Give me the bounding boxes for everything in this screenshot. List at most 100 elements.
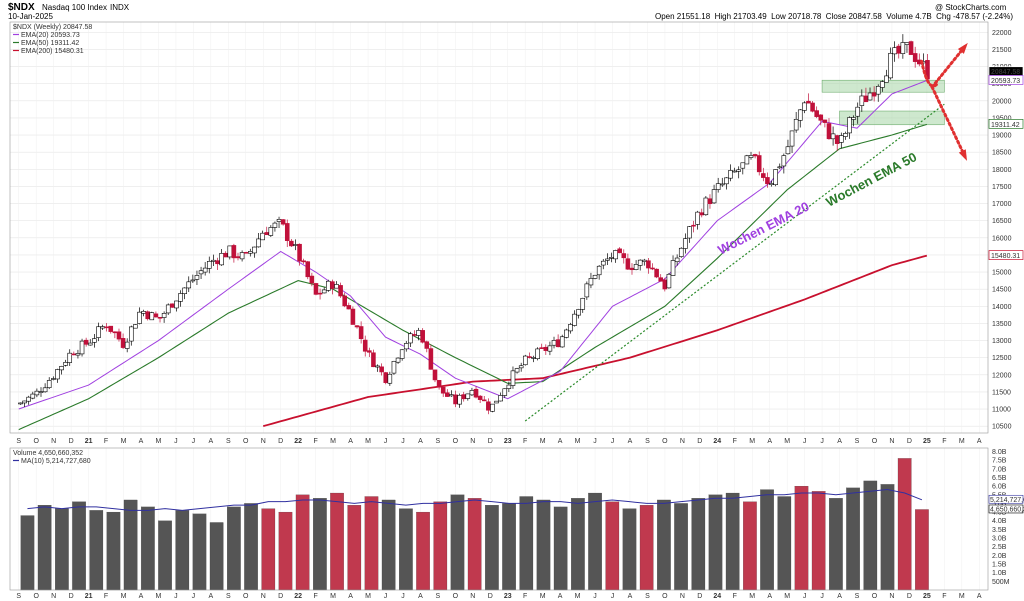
candle-body (839, 135, 844, 143)
candle-body (912, 53, 918, 62)
candle-body (194, 275, 200, 280)
volume-bar (381, 499, 396, 591)
x-tick-label-vol: A (628, 593, 633, 600)
candle-body (26, 396, 31, 402)
x-tick-label-vol: M (575, 593, 581, 600)
x-tick-label: D (907, 438, 912, 445)
candle-body (198, 270, 204, 275)
volume-bar (244, 503, 258, 591)
candle-body (765, 177, 770, 185)
x-tick-label-vol: 21 (85, 593, 93, 600)
x-tick-label-vol: A (139, 593, 144, 600)
x-tick-label: A (977, 438, 982, 445)
x-tick-label-vol: N (51, 593, 56, 600)
candle-body (699, 212, 705, 216)
candle-body (161, 313, 167, 318)
price-tick-label: 19000 (992, 133, 1012, 140)
volume-tick-label: 1.5B (992, 562, 1007, 569)
candle-body (781, 155, 787, 167)
x-tick-label-vol: A (418, 593, 423, 600)
candle-body (900, 42, 906, 54)
dip-arrow (920, 59, 939, 88)
x-tick-label: F (942, 438, 946, 445)
ohlc-readout: Open 21551.18 High 21703.49 Low 20718.78… (655, 12, 1014, 21)
x-tick-label: N (470, 438, 475, 445)
price-tick-label: 17000 (992, 201, 1012, 208)
x-tick-label-vol: N (470, 593, 475, 600)
x-tick-label: A (348, 438, 353, 445)
candle-body (773, 169, 778, 186)
price-tick-label: 10500 (992, 424, 1012, 431)
candle-body (884, 75, 889, 83)
candle-body (568, 324, 573, 332)
candle-body (379, 366, 384, 373)
volume-tick-label: 2.5B (992, 544, 1007, 551)
x-tick-label-vol: S (855, 593, 860, 600)
x-tick-label: J (401, 438, 405, 445)
candle-body (436, 380, 442, 388)
candle-body (691, 224, 696, 227)
candle-body (621, 253, 627, 259)
x-tick-label-vol: J (593, 593, 597, 600)
volume-panel-frame (9, 447, 989, 591)
candle-body (654, 268, 659, 278)
candle-body (728, 170, 733, 179)
candle-body (252, 246, 257, 254)
candle-body (71, 353, 77, 356)
annotation-ema50: Wochen EMA 50 (823, 149, 919, 209)
candle-body (555, 339, 561, 348)
candle-body (871, 92, 877, 97)
volume-tick-label: 8.0B (992, 449, 1007, 456)
x-tick-label: A (767, 438, 772, 445)
volume-tick-label: 7.5B (992, 458, 1007, 465)
candle-body (617, 248, 622, 254)
volume-ma-line (27, 489, 923, 511)
candle-body (412, 334, 417, 336)
candle-body (92, 338, 97, 343)
candle-body (145, 311, 150, 320)
volume-bar (897, 458, 912, 591)
candle-body (276, 218, 282, 222)
volume-bar (175, 510, 190, 591)
candle-body (375, 365, 380, 368)
candle-body (55, 369, 60, 380)
volume-bar (708, 494, 723, 591)
volume-bar (37, 505, 52, 591)
candle-body (395, 357, 401, 363)
volume-bar (347, 505, 362, 591)
x-tick-label: M (749, 438, 755, 445)
candle-body (51, 378, 56, 380)
x-tick-label-vol: M (121, 593, 127, 600)
volume-tick-label: 7.0B (992, 466, 1007, 473)
x-tick-label-vol: D (488, 593, 493, 600)
volume-last-box (988, 504, 1024, 514)
x-tick-label-vol: S (436, 593, 441, 600)
x-tick-label-vol: D (278, 593, 283, 600)
x-tick-label: D (488, 438, 493, 445)
candle-body (469, 390, 475, 396)
candle-body (399, 349, 405, 359)
price-panel-frame (9, 21, 989, 434)
volume-tick-label: 5.0B (992, 501, 1007, 508)
ema200-line (262, 254, 928, 428)
candle-body (358, 326, 364, 340)
price-tick-label: 16000 (992, 235, 1012, 242)
candle-body (637, 259, 643, 266)
volume-bar (588, 492, 602, 591)
candle-body (133, 324, 138, 329)
candle-body (129, 326, 134, 342)
x-tick-label: D (697, 438, 702, 445)
candle-body (149, 312, 155, 321)
x-tick-label: J (820, 438, 824, 445)
candle-body (802, 102, 807, 111)
x-tick-label: J (384, 438, 388, 445)
candle-body (391, 360, 397, 374)
x-tick-label-vol: O (33, 593, 39, 600)
x-tick-label-vol: D (69, 593, 74, 600)
candle-body (711, 189, 717, 204)
candle-body (847, 117, 852, 134)
candle-body (629, 267, 635, 271)
volume-bar (20, 515, 35, 591)
candle-body (153, 313, 159, 318)
volume-bar (227, 506, 241, 591)
